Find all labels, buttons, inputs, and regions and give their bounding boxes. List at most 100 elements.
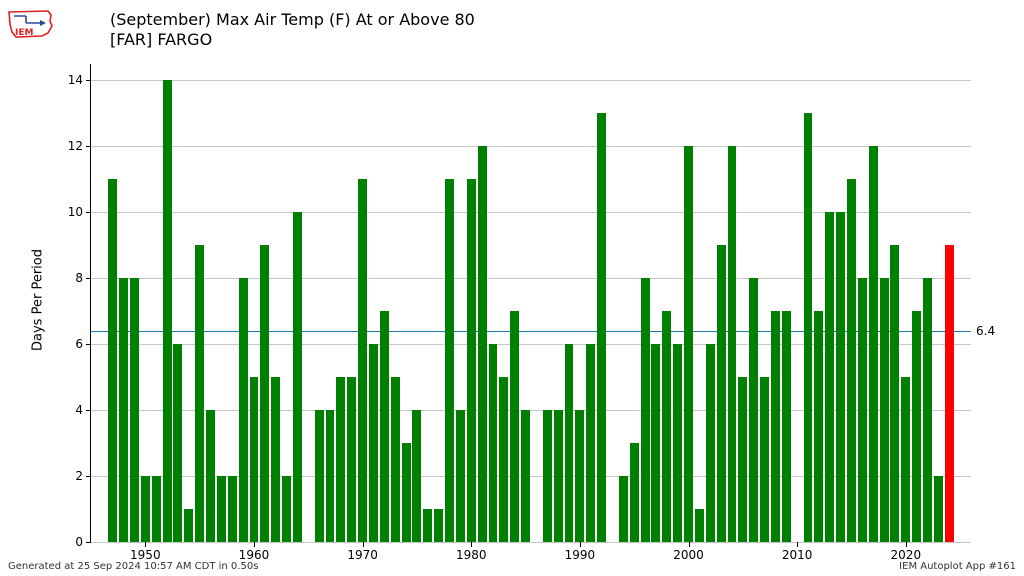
bar [358,179,367,542]
bar [315,410,324,542]
bar [760,377,769,542]
ytick-mark [86,542,91,543]
ytick-label: 4 [75,403,83,417]
bar [108,179,117,542]
chart-title: (September) Max Air Temp (F) At or Above… [110,10,475,50]
bar [423,509,432,542]
bar [771,311,780,542]
xtick-mark [580,542,581,547]
gridline-h [91,542,971,543]
bar [141,476,150,542]
bar [228,476,237,542]
bar [217,476,226,542]
bar [152,476,161,542]
bar [814,311,823,542]
xtick-mark [254,542,255,547]
ytick-mark [86,80,91,81]
bar-highlight [945,245,954,542]
logo-text: IEM [15,28,33,38]
bar [749,278,758,542]
bar [847,179,856,542]
bar [738,377,747,542]
bar [565,344,574,542]
xtick-label: 1970 [347,548,378,562]
ytick-mark [86,278,91,279]
bar [260,245,269,542]
bar [673,344,682,542]
bar [369,344,378,542]
bar [630,443,639,542]
bar [651,344,660,542]
bar [717,245,726,542]
xtick-label: 1980 [456,548,487,562]
bar [293,212,302,542]
bar [173,344,182,542]
bar [467,179,476,542]
bar [499,377,508,542]
bar [195,245,204,542]
title-line-1: (September) Max Air Temp (F) At or Above… [110,10,475,30]
xtick-label: 2010 [782,548,813,562]
xtick-mark [689,542,690,547]
bar [641,278,650,542]
bar [412,410,421,542]
xtick-mark [906,542,907,547]
bar [206,410,215,542]
y-axis-label: Days Per Period [31,249,46,351]
footer-appid: IEM Autoplot App #161 [899,561,1016,572]
xtick-label: 1960 [239,548,270,562]
bar [728,146,737,542]
bar [456,410,465,542]
bar [554,410,563,542]
bar [184,509,193,542]
bar [836,212,845,542]
bar [695,509,704,542]
xtick-label: 2000 [673,548,704,562]
ytick-mark [86,212,91,213]
bar [619,476,628,542]
ytick-label: 6 [75,337,83,351]
bar [662,311,671,542]
xtick-label: 1990 [565,548,596,562]
ytick-label: 14 [68,73,83,87]
ytick-label: 12 [68,139,83,153]
bar [858,278,867,542]
bar [684,146,693,542]
ytick-label: 8 [75,271,83,285]
bar [510,311,519,542]
ytick-label: 10 [68,205,83,219]
bar [282,476,291,542]
bar [890,245,899,542]
gridline-h [91,80,971,81]
bar [271,377,280,542]
ytick-mark [86,410,91,411]
plot-area: 0246810121419501960197019801990200020102… [90,64,971,543]
footer-generated: Generated at 25 Sep 2024 10:57 AM CDT in… [8,561,258,572]
bar [804,113,813,542]
bar [597,113,606,542]
ytick-label: 0 [75,535,83,549]
bar [901,377,910,542]
chart-container: IEM (September) Max Air Temp (F) At or A… [0,0,1024,576]
ytick-mark [86,146,91,147]
bar [869,146,878,542]
bar [336,377,345,542]
title-line-2: [FAR] FARGO [110,30,475,50]
bar [923,278,932,542]
bar [586,344,595,542]
bar [391,377,400,542]
iem-logo: IEM [6,6,54,40]
bar [347,377,356,542]
average-label: 6.4 [976,324,995,338]
gridline-h [91,146,971,147]
xtick-label: 1950 [130,548,161,562]
ytick-mark [86,476,91,477]
bar [782,311,791,542]
bar [380,311,389,542]
xtick-mark [145,542,146,547]
bar [239,278,248,542]
bar [543,410,552,542]
bar [934,476,943,542]
bar [119,278,128,542]
bar [880,278,889,542]
